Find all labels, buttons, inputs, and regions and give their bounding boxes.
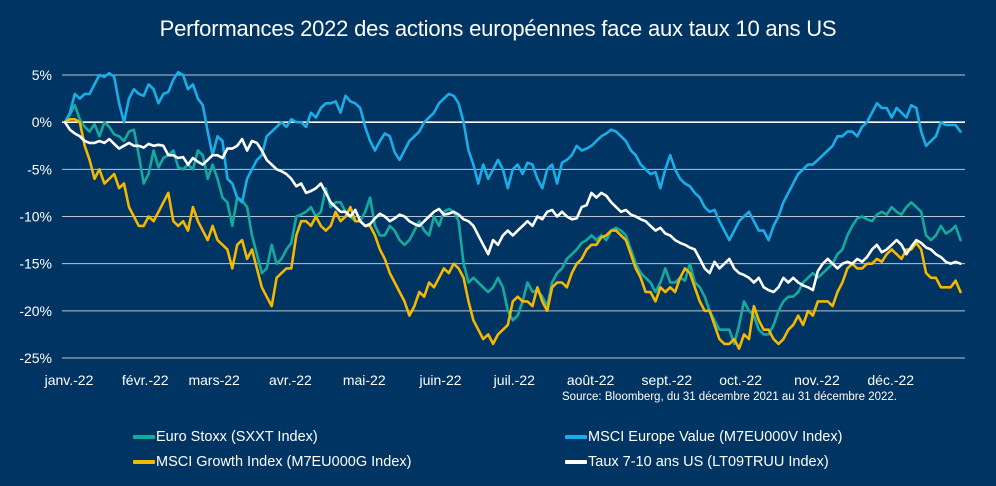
legend-item-msci-value: MSCI Europe Value (M7EU000V Index) — [565, 427, 842, 447]
chart-title: Performances 2022 des actions européenne… — [159, 16, 837, 41]
x-tick-label: janv.-22 — [44, 372, 94, 388]
x-tick-label: août-22 — [567, 372, 615, 388]
legend-item-us-rates: Taux 7-10 ans US (LT09TRUU Index) — [565, 452, 829, 472]
x-tick-label: févr.-22 — [122, 372, 169, 388]
source-note: Source: Bloomberg, du 31 décembre 2021 a… — [562, 391, 897, 403]
series-lines — [63, 70, 962, 350]
legend-swatch-msci-growth — [133, 460, 155, 464]
series-line-msci-growth-index-m7eu000g-index — [63, 118, 962, 350]
x-tick-label: juin-22 — [418, 372, 461, 388]
y-tick-label: -5% — [27, 161, 52, 177]
x-tick-label: mars-22 — [188, 372, 240, 388]
y-tick-label: -10% — [19, 209, 52, 225]
x-tick-label: sept.-22 — [642, 372, 693, 388]
legend-item-euro-stoxx: Euro Stoxx (SXXT Index) — [133, 427, 318, 447]
x-tick-label: mai-22 — [343, 372, 386, 388]
x-tick-label: oct.-22 — [719, 372, 762, 388]
legend-label: MSCI Europe Value (M7EU000V Index) — [588, 429, 843, 445]
x-tick-label: avr.-22 — [269, 372, 312, 388]
legend-swatch-us-rates — [565, 460, 587, 464]
x-tick-label: déc.-22 — [867, 372, 914, 388]
y-tick-label: 0% — [32, 114, 52, 130]
y-tick-label: -15% — [19, 256, 52, 272]
x-tick-label: nov.-22 — [794, 372, 840, 388]
y-tick-label: 5% — [32, 67, 52, 83]
y-axis-ticks: 5% 0% -5% -10% -15% -20% -25% — [19, 67, 52, 366]
legend-label: MSCI Growth Index (M7EU000G Index) — [156, 454, 412, 470]
series-line-taux-7-10-ans-us-lt09truu-index — [63, 120, 962, 294]
legend-label: Euro Stoxx (SXXT Index) — [156, 429, 318, 445]
legend-item-msci-growth: MSCI Growth Index (M7EU000G Index) — [133, 452, 411, 472]
y-tick-label: -25% — [19, 350, 52, 366]
y-tick-label: -20% — [19, 303, 52, 319]
x-axis-ticks: janv.-22 févr.-22 mars-22 avr.-22 mai-22 juin… — [44, 372, 915, 388]
legend-swatch-euro-stoxx — [133, 435, 155, 439]
legend-label: Taux 7-10 ans US (LT09TRUU Index) — [588, 454, 829, 470]
series-line-euro-stoxx-sxxt-index — [63, 103, 962, 346]
x-tick-label: juil.-22 — [493, 372, 535, 388]
series-line-msci-europe-value-m7eu000v-index — [63, 70, 962, 242]
legend-swatch-msci-value — [565, 435, 587, 439]
